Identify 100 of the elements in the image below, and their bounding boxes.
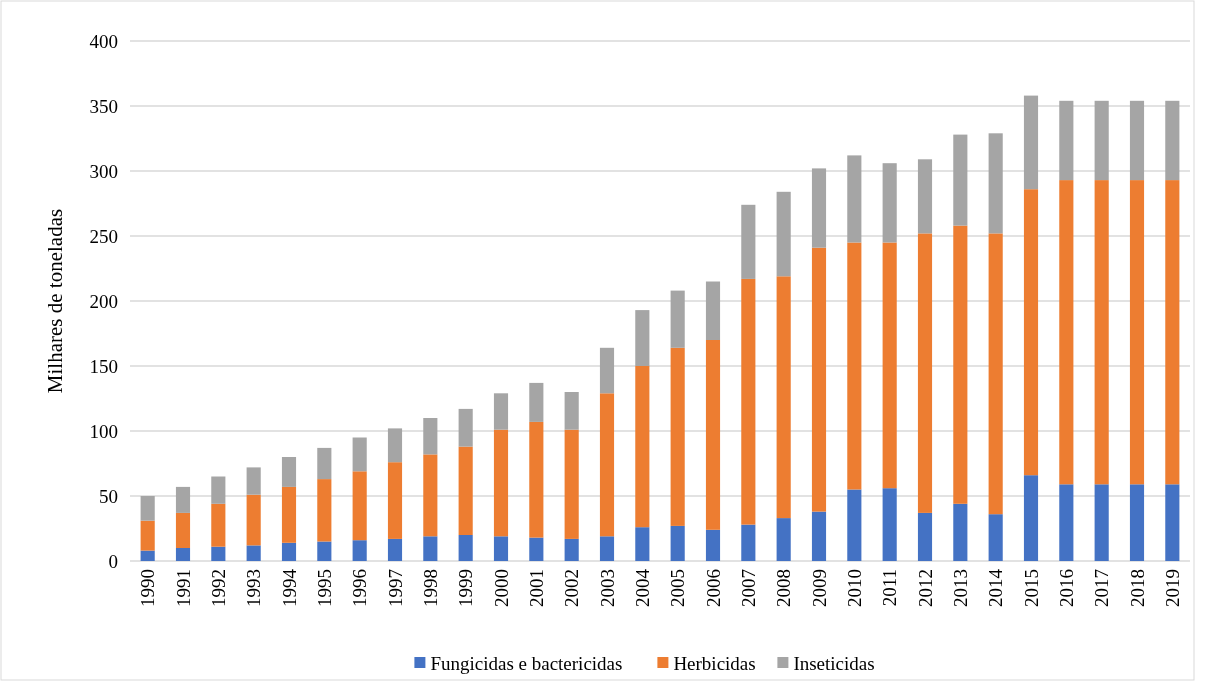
- y-tick-label: 300: [89, 160, 118, 182]
- x-tick-label: 1997: [384, 569, 406, 607]
- bar: [281, 486, 297, 543]
- bar: [635, 310, 650, 366]
- bar: [882, 488, 897, 561]
- bar: [599, 393, 615, 537]
- x-tick-label: 1991: [172, 569, 194, 607]
- x-tick-label: 2009: [808, 569, 830, 607]
- bar: [423, 418, 438, 455]
- x-tick-label: 1993: [243, 569, 265, 607]
- bar: [776, 518, 791, 561]
- x-tick-label: 1999: [455, 569, 477, 607]
- bar: [635, 527, 650, 561]
- bar: [1023, 475, 1039, 561]
- bar: [811, 168, 827, 248]
- x-tick-label: 2017: [1091, 569, 1113, 607]
- bar: [140, 520, 155, 551]
- bar: [246, 494, 261, 546]
- bar: [953, 503, 968, 561]
- bar: [529, 421, 544, 538]
- y-tick-label: 150: [89, 355, 118, 377]
- bar: [988, 233, 1003, 515]
- bar: [882, 163, 897, 243]
- bar: [847, 242, 862, 490]
- bar: [246, 545, 261, 561]
- y-tick-label: 200: [89, 290, 118, 312]
- bar: [387, 462, 403, 539]
- bar: [1023, 95, 1039, 190]
- bar: [493, 429, 509, 537]
- bar: [811, 511, 827, 561]
- bar: [423, 454, 438, 537]
- x-tick-label: 2005: [667, 569, 689, 607]
- y-tick-label: 0: [108, 550, 118, 572]
- y-tick-label: 400: [89, 30, 118, 52]
- x-tick-label: 2007: [737, 569, 759, 607]
- bar: [1059, 100, 1074, 181]
- bar: [211, 476, 226, 504]
- x-tick-label: 2012: [914, 569, 936, 607]
- bar: [211, 503, 226, 547]
- x-tick-label: 2000: [490, 569, 512, 607]
- y-tick-label: 250: [89, 225, 118, 247]
- legend-label: Inseticidas: [793, 652, 875, 674]
- bar: [458, 446, 473, 535]
- bar: [564, 392, 579, 430]
- bar: [317, 447, 332, 480]
- bar: [741, 278, 756, 525]
- bar: [741, 524, 756, 561]
- bar: [1094, 484, 1109, 561]
- x-tick-label: 2004: [631, 568, 653, 607]
- bar: [953, 225, 968, 504]
- legend-label: Fungicidas e bactericidas: [430, 652, 623, 674]
- y-axis-title: Milhares de toneladas: [43, 208, 67, 394]
- x-tick-label: 2011: [879, 569, 901, 607]
- y-tick-label: 50: [99, 485, 118, 507]
- bar: [847, 489, 862, 561]
- x-tick-label: 2003: [596, 569, 618, 607]
- x-tick-label: 2010: [843, 569, 865, 607]
- bar: [811, 247, 827, 512]
- bar: [1165, 100, 1180, 181]
- bar: [493, 393, 509, 430]
- x-tick-label: 2008: [773, 569, 795, 607]
- x-tick-label: 2019: [1161, 569, 1183, 607]
- x-tick-label: 2006: [702, 569, 724, 607]
- bar: [705, 529, 721, 561]
- bar: [387, 428, 403, 463]
- bar: [847, 155, 862, 243]
- x-tick-label: 2016: [1055, 569, 1077, 607]
- bar: [458, 408, 473, 447]
- bar: [599, 536, 615, 561]
- bar: [352, 437, 367, 472]
- bar: [352, 540, 367, 561]
- bar: [1023, 189, 1039, 476]
- x-tick-label: 2013: [949, 569, 971, 607]
- bar: [317, 541, 332, 561]
- legend-label: Herbicidas: [673, 652, 756, 674]
- bar: [1094, 180, 1109, 485]
- x-tick-label: 2014: [985, 568, 1007, 607]
- bar: [211, 546, 226, 561]
- bar: [493, 536, 509, 561]
- bar: [599, 347, 615, 394]
- bar: [988, 133, 1003, 234]
- bar: [281, 542, 297, 561]
- bar: [140, 550, 155, 561]
- x-tick-label: 1992: [207, 569, 229, 607]
- bar: [1165, 484, 1180, 561]
- bar: [670, 525, 685, 561]
- bar: [175, 486, 191, 513]
- y-tick-label: 100: [89, 420, 118, 442]
- bar: [529, 382, 544, 422]
- bar: [352, 471, 367, 541]
- x-tick-label: 1998: [419, 569, 441, 607]
- bar: [1129, 484, 1145, 561]
- x-tick-label: 1990: [137, 569, 159, 607]
- y-tick-label: 350: [89, 95, 118, 117]
- x-tick-label: 1994: [278, 568, 300, 607]
- bar: [175, 548, 191, 561]
- bar: [1059, 180, 1074, 485]
- bar: [1165, 180, 1180, 485]
- x-tick-label: 2002: [561, 569, 583, 607]
- bar: [882, 242, 897, 489]
